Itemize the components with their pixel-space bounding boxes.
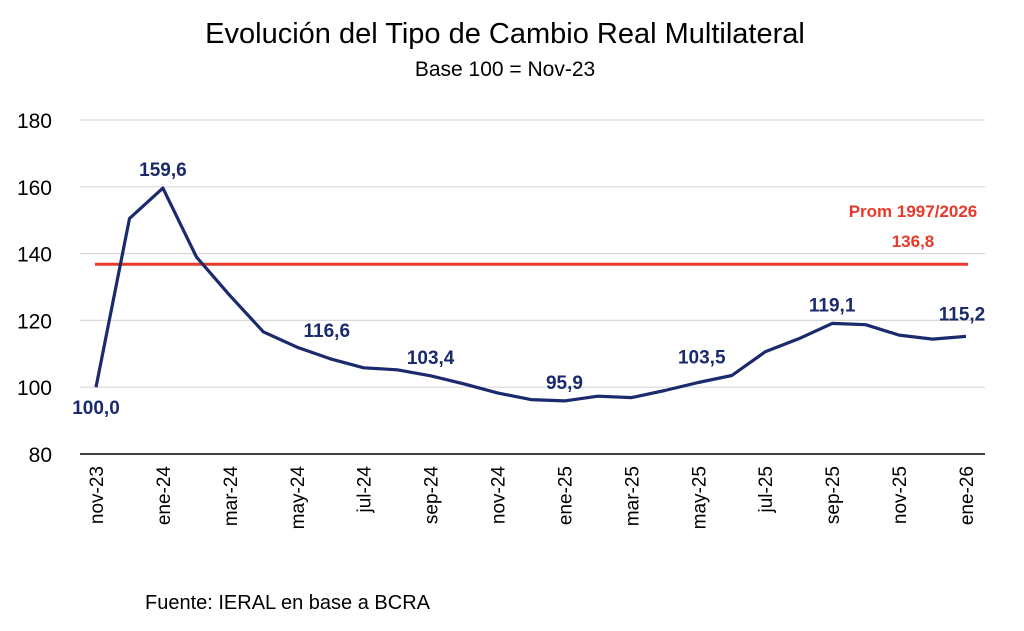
x-tick-label: nov-25 [890, 466, 911, 524]
y-tick-label: 160 [17, 177, 52, 200]
x-tick-label: nov-24 [489, 466, 510, 525]
x-tick-label: may-25 [689, 466, 710, 529]
x-tick-label: may-24 [288, 466, 309, 530]
data-label: 103,5 [678, 348, 726, 369]
average-reference-line: Prom 1997/2026 136,8 [95, 202, 978, 266]
data-label: 119,1 [809, 295, 856, 316]
y-tick-label: 140 [17, 244, 52, 267]
x-tick-label: mar-25 [622, 466, 643, 526]
data-label: 95,9 [546, 373, 583, 394]
y-tick-label: 80 [29, 444, 52, 467]
chart-subtitle: Base 100 = Nov-23 [414, 58, 596, 81]
x-tick-label: ene-24 [154, 466, 175, 526]
average-label-value: 136,8 [892, 232, 935, 251]
y-tick-label: 180 [17, 110, 52, 133]
average-label-title: Prom 1997/2026 [849, 202, 978, 221]
x-tick-label: sep-25 [823, 466, 844, 524]
y-tick-label: 100 [17, 377, 52, 400]
x-axis-ticks: nov-23 ene-24 mar-24 may-24 jul-24 sep-24 nov-… [87, 466, 978, 530]
data-label: 103,4 [407, 348, 455, 369]
gridlines [80, 119, 985, 455]
data-label: 159,6 [139, 160, 187, 181]
x-tick-label: nov-23 [87, 466, 108, 524]
source-note: Fuente: IERAL en base a BCRA [145, 592, 430, 614]
data-label: 116,6 [304, 321, 351, 342]
data-label: 100,0 [72, 398, 120, 419]
series-line [94, 186, 967, 403]
y-axis-ticks: 80 100 120 140 160 180 [17, 110, 52, 467]
y-tick-label: 120 [17, 310, 52, 333]
x-tick-label: sep-24 [422, 466, 443, 525]
x-tick-label: mar-24 [221, 466, 242, 527]
chart-title: Evolución del Tipo de Cambio Real Multil… [205, 18, 805, 50]
x-tick-label: ene-25 [555, 466, 576, 525]
data-label: 115,2 [939, 304, 986, 325]
x-tick-label: ene-26 [957, 466, 978, 525]
x-tick-label: jul-25 [756, 466, 777, 513]
x-tick-label: jul-24 [355, 466, 376, 514]
data-labels: 100,0 159,6 116,6 103,4 95,9 103,5 119,1 115,2 [72, 160, 985, 419]
